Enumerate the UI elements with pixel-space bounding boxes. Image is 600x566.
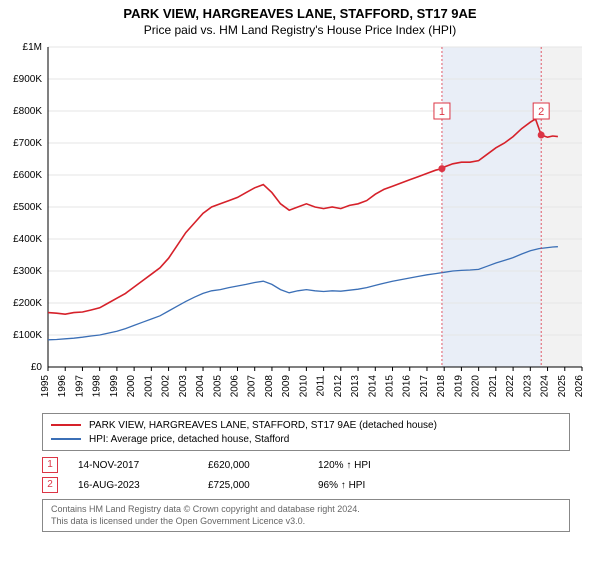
svg-text:2016: 2016	[402, 375, 413, 398]
svg-text:2015: 2015	[385, 375, 396, 398]
svg-text:£800K: £800K	[13, 106, 42, 117]
svg-text:2024: 2024	[540, 375, 551, 398]
chart-title: PARK VIEW, HARGREAVES LANE, STAFFORD, ST…	[0, 6, 600, 21]
svg-text:£300K: £300K	[13, 266, 42, 277]
svg-text:2021: 2021	[488, 375, 499, 398]
marker-pct-2: 96% ↑ HPI	[318, 480, 418, 491]
svg-text:2023: 2023	[522, 375, 533, 398]
svg-text:2014: 2014	[367, 375, 378, 398]
svg-text:2010: 2010	[298, 375, 309, 398]
svg-text:2008: 2008	[264, 375, 275, 398]
marker-date-2: 16-AUG-2023	[78, 480, 208, 491]
svg-text:2012: 2012	[333, 375, 344, 398]
legend-swatch-property	[51, 424, 81, 426]
svg-text:£400K: £400K	[13, 234, 42, 245]
svg-text:£700K: £700K	[13, 138, 42, 149]
footer-line-1: Contains HM Land Registry data © Crown c…	[51, 504, 561, 516]
marker-pct-1: 120% ↑ HPI	[318, 460, 418, 471]
legend-label-property: PARK VIEW, HARGREAVES LANE, STAFFORD, ST…	[89, 420, 437, 431]
legend-label-hpi: HPI: Average price, detached house, Staf…	[89, 434, 289, 445]
svg-text:2009: 2009	[281, 375, 292, 398]
svg-text:1998: 1998	[92, 375, 103, 398]
svg-text:£500K: £500K	[13, 202, 42, 213]
svg-text:2011: 2011	[316, 375, 327, 397]
svg-text:2020: 2020	[471, 375, 482, 398]
marker-row-2: 2 16-AUG-2023 £725,000 96% ↑ HPI	[42, 475, 570, 495]
svg-text:2013: 2013	[350, 375, 361, 398]
svg-text:1: 1	[439, 106, 445, 118]
svg-text:2017: 2017	[419, 375, 430, 398]
legend-row-property: PARK VIEW, HARGREAVES LANE, STAFFORD, ST…	[51, 418, 561, 432]
svg-text:1995: 1995	[40, 375, 51, 398]
legend-row-hpi: HPI: Average price, detached house, Staf…	[51, 432, 561, 446]
svg-text:£0: £0	[31, 362, 43, 373]
svg-text:2003: 2003	[178, 375, 189, 398]
legend-box: PARK VIEW, HARGREAVES LANE, STAFFORD, ST…	[42, 413, 570, 451]
chart-container: £0 £100K £200K £300K £400K £500K £600K £700K £80…	[0, 37, 600, 407]
marker-badge-2: 2	[42, 477, 58, 493]
svg-text:2001: 2001	[143, 375, 154, 398]
svg-text:2000: 2000	[126, 375, 137, 398]
marker-price-2: £725,000	[208, 480, 318, 491]
svg-text:1996: 1996	[57, 375, 68, 398]
svg-text:1997: 1997	[74, 375, 85, 398]
svg-text:2022: 2022	[505, 375, 516, 398]
chart-svg: £0 £100K £200K £300K £400K £500K £600K £700K £80…	[0, 37, 600, 407]
svg-text:£200K: £200K	[13, 298, 42, 309]
footer-box: Contains HM Land Registry data © Crown c…	[42, 499, 570, 532]
svg-text:2002: 2002	[161, 375, 172, 398]
svg-text:1999: 1999	[109, 375, 120, 398]
marker-price-1: £620,000	[208, 460, 318, 471]
svg-text:£600K: £600K	[13, 170, 42, 181]
marker-table: 1 14-NOV-2017 £620,000 120% ↑ HPI 2 16-A…	[42, 455, 570, 495]
marker-date-1: 14-NOV-2017	[78, 460, 208, 471]
svg-text:2019: 2019	[453, 375, 464, 398]
svg-text:2005: 2005	[212, 375, 223, 398]
svg-text:2018: 2018	[436, 375, 447, 398]
svg-text:£900K: £900K	[13, 74, 42, 85]
svg-text:£1M: £1M	[23, 42, 42, 53]
legend-swatch-hpi	[51, 438, 81, 440]
svg-text:2025: 2025	[557, 375, 568, 398]
svg-text:2006: 2006	[229, 375, 240, 398]
svg-text:£100K: £100K	[13, 330, 42, 341]
chart-subtitle: Price paid vs. HM Land Registry's House …	[0, 23, 600, 37]
marker-row-1: 1 14-NOV-2017 £620,000 120% ↑ HPI	[42, 455, 570, 475]
svg-text:2026: 2026	[574, 375, 585, 398]
svg-text:2004: 2004	[195, 375, 206, 398]
svg-text:2007: 2007	[247, 375, 258, 398]
svg-text:2: 2	[538, 106, 544, 118]
footer-line-2: This data is licensed under the Open Gov…	[51, 516, 561, 528]
marker-badge-1: 1	[42, 457, 58, 473]
